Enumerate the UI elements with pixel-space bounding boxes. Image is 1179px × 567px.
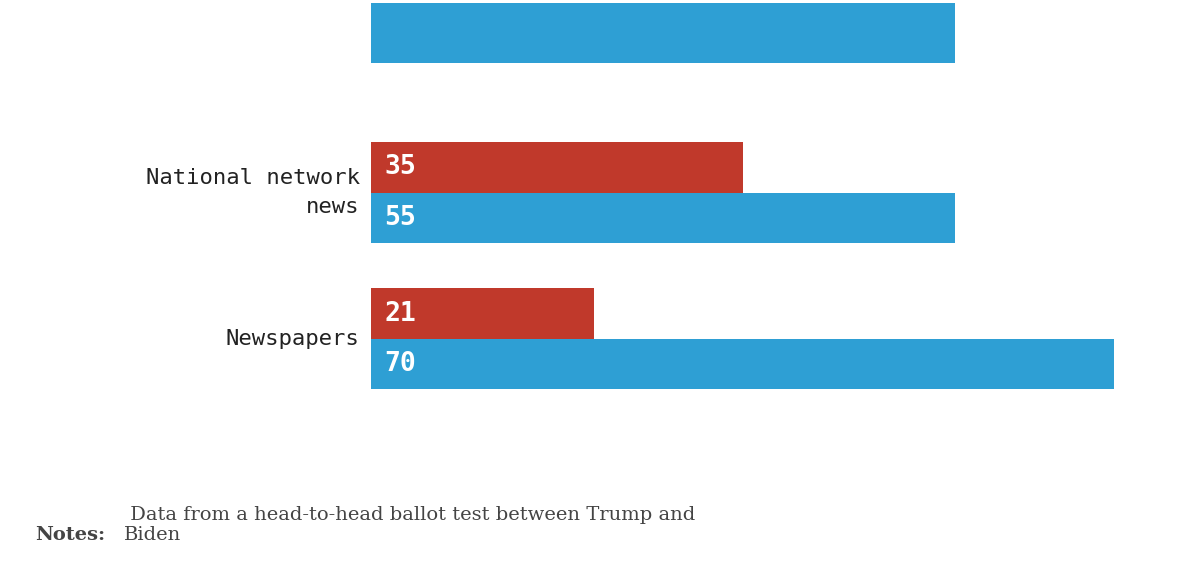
Bar bbox=[371, 3, 955, 64]
Text: 70: 70 bbox=[384, 351, 416, 377]
Text: 35: 35 bbox=[384, 154, 416, 180]
Text: 21: 21 bbox=[384, 301, 416, 327]
Bar bbox=[371, 288, 594, 338]
Text: 55: 55 bbox=[384, 205, 416, 231]
Text: National network
news: National network news bbox=[145, 168, 360, 217]
Bar bbox=[371, 142, 743, 193]
Text: Newspapers: Newspapers bbox=[226, 329, 360, 349]
Text: Data from a head-to-head ballot test between Trump and
Biden: Data from a head-to-head ballot test bet… bbox=[124, 506, 696, 544]
Bar bbox=[371, 193, 955, 243]
Bar bbox=[371, 338, 1114, 389]
Text: Notes:: Notes: bbox=[35, 526, 105, 544]
